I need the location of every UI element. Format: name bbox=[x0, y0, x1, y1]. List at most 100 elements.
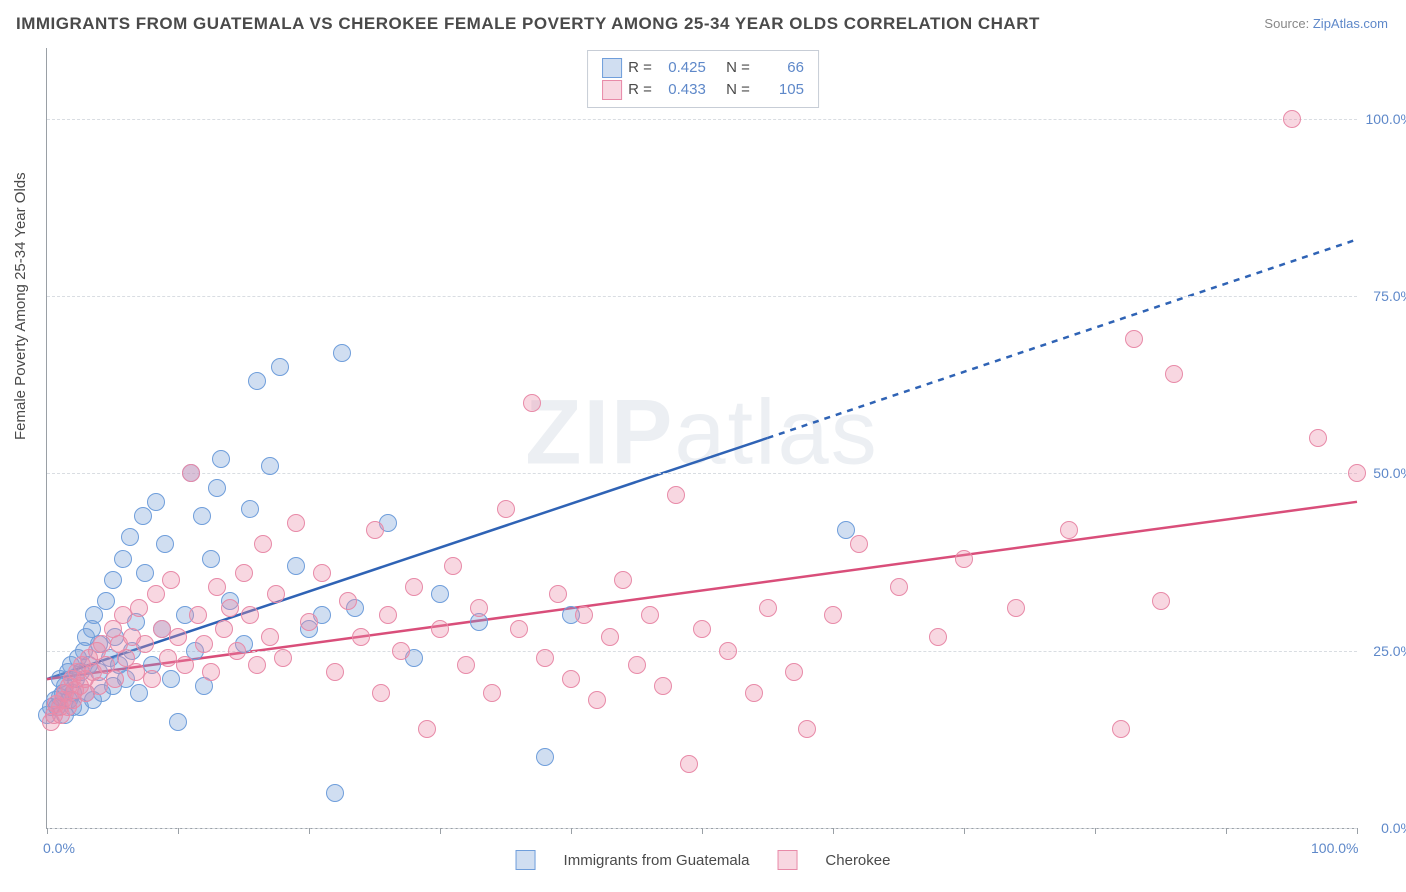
data-point bbox=[1348, 464, 1366, 482]
data-point bbox=[202, 550, 220, 568]
scatter-plot-area: ZIPatlas 0.0%25.0%50.0%75.0%100.0%0.0%10… bbox=[46, 48, 1357, 829]
data-point bbox=[326, 784, 344, 802]
data-point bbox=[601, 628, 619, 646]
swatch-series1-icon bbox=[602, 58, 622, 78]
data-point bbox=[1060, 521, 1078, 539]
data-point bbox=[254, 535, 272, 553]
source-label: Source: bbox=[1264, 16, 1309, 31]
data-point bbox=[470, 599, 488, 617]
legend-label-series2: Cherokee bbox=[825, 852, 890, 869]
x-axis-legend: Immigrants from Guatemala Cherokee bbox=[516, 850, 891, 870]
data-point bbox=[929, 628, 947, 646]
data-point bbox=[97, 592, 115, 610]
x-tick bbox=[571, 828, 572, 834]
data-point bbox=[1165, 365, 1183, 383]
data-point bbox=[372, 684, 390, 702]
y-tick-label: 50.0% bbox=[1373, 465, 1406, 481]
data-point bbox=[169, 713, 187, 731]
data-point bbox=[121, 528, 139, 546]
data-point bbox=[562, 670, 580, 688]
data-point bbox=[261, 628, 279, 646]
data-point bbox=[759, 599, 777, 617]
data-point bbox=[680, 755, 698, 773]
x-tick-label: 0.0% bbox=[43, 840, 75, 856]
data-point bbox=[300, 613, 318, 631]
data-point bbox=[641, 606, 659, 624]
data-point bbox=[189, 606, 207, 624]
y-tick-label: 75.0% bbox=[1373, 288, 1406, 304]
data-point bbox=[162, 670, 180, 688]
data-point bbox=[431, 585, 449, 603]
data-point bbox=[693, 620, 711, 638]
data-point bbox=[549, 585, 567, 603]
data-point bbox=[212, 450, 230, 468]
x-tick-label: 100.0% bbox=[1311, 840, 1358, 856]
data-point bbox=[379, 606, 397, 624]
data-point bbox=[248, 372, 266, 390]
x-tick bbox=[309, 828, 310, 834]
data-point bbox=[1112, 720, 1130, 738]
data-point bbox=[1152, 592, 1170, 610]
legend-row-series2: R =0.433 N =105 bbox=[602, 79, 804, 101]
trend-lines-layer bbox=[47, 48, 1357, 828]
swatch-series1-icon bbox=[516, 850, 536, 870]
data-point bbox=[418, 720, 436, 738]
data-point bbox=[798, 720, 816, 738]
data-point bbox=[162, 571, 180, 589]
x-tick bbox=[702, 828, 703, 834]
data-point bbox=[159, 649, 177, 667]
data-point bbox=[483, 684, 501, 702]
y-tick-label: 25.0% bbox=[1373, 643, 1406, 659]
data-point bbox=[136, 635, 154, 653]
data-point bbox=[628, 656, 646, 674]
data-point bbox=[366, 521, 384, 539]
data-point bbox=[745, 684, 763, 702]
x-tick bbox=[1357, 828, 1358, 834]
data-point bbox=[130, 684, 148, 702]
data-point bbox=[274, 649, 292, 667]
data-point bbox=[719, 642, 737, 660]
x-tick bbox=[1226, 828, 1227, 834]
correlation-legend: R =0.425 N =66 R =0.433 N =105 bbox=[587, 50, 819, 108]
data-point bbox=[392, 642, 410, 660]
x-tick bbox=[47, 828, 48, 834]
data-point bbox=[352, 628, 370, 646]
y-axis-label: Female Poverty Among 25-34 Year Olds bbox=[12, 172, 29, 440]
gridline bbox=[47, 296, 1357, 297]
data-point bbox=[614, 571, 632, 589]
data-point bbox=[837, 521, 855, 539]
data-point bbox=[850, 535, 868, 553]
data-point bbox=[221, 599, 239, 617]
data-point bbox=[955, 550, 973, 568]
y-tick-label: 100.0% bbox=[1366, 111, 1406, 127]
gridline bbox=[47, 473, 1357, 474]
data-point bbox=[333, 344, 351, 362]
data-point bbox=[575, 606, 593, 624]
data-point bbox=[313, 564, 331, 582]
data-point bbox=[667, 486, 685, 504]
data-point bbox=[147, 585, 165, 603]
data-point bbox=[134, 507, 152, 525]
data-point bbox=[176, 656, 194, 674]
data-point bbox=[1007, 599, 1025, 617]
trend-line bbox=[768, 239, 1358, 438]
data-point bbox=[654, 677, 672, 695]
x-tick bbox=[1095, 828, 1096, 834]
data-point bbox=[143, 670, 161, 688]
data-point bbox=[339, 592, 357, 610]
source-link[interactable]: ZipAtlas.com bbox=[1313, 16, 1388, 31]
data-point bbox=[1125, 330, 1143, 348]
data-point bbox=[444, 557, 462, 575]
data-point bbox=[169, 628, 187, 646]
data-point bbox=[536, 649, 554, 667]
data-point bbox=[241, 606, 259, 624]
data-point bbox=[824, 606, 842, 624]
data-point bbox=[326, 663, 344, 681]
y-tick-label: 0.0% bbox=[1381, 820, 1406, 836]
x-tick bbox=[178, 828, 179, 834]
data-point bbox=[431, 620, 449, 638]
data-point bbox=[261, 457, 279, 475]
swatch-series2-icon bbox=[777, 850, 797, 870]
legend-label-series1: Immigrants from Guatemala bbox=[564, 852, 750, 869]
data-point bbox=[147, 493, 165, 511]
